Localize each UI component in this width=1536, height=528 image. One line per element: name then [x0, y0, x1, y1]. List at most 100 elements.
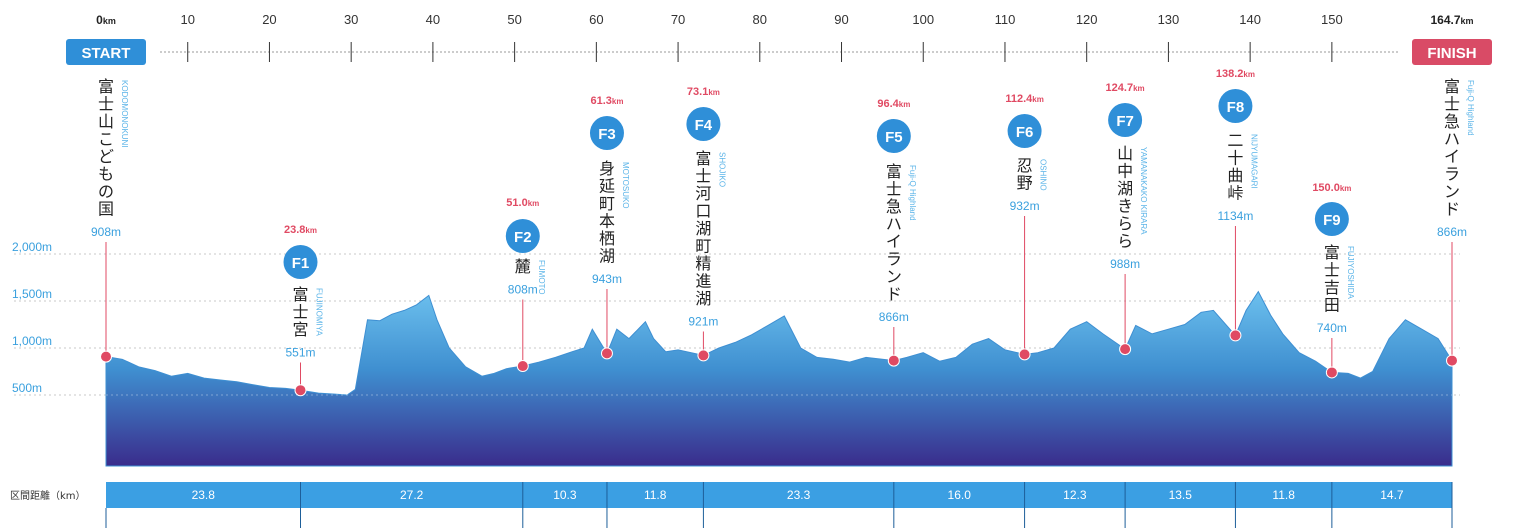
segment-distance-label: 14.7	[1380, 488, 1404, 502]
waypoint-altitude-label: 943m	[592, 272, 622, 286]
waypoint-badge-label: F9	[1323, 212, 1341, 229]
waypoint-name-char: 湖	[695, 219, 711, 238]
waypoint-name-char: 山	[1117, 144, 1133, 163]
waypoint-name-char: 十	[1227, 149, 1243, 168]
waypoint-name-char: 峠	[1227, 184, 1243, 203]
segment-bar-title: 区間距離（km）	[10, 489, 86, 502]
waypoint-romaji: Fuji-Q Highland	[908, 165, 917, 221]
waypoint-marker	[1018, 348, 1031, 361]
waypoint-name-char: 身	[599, 159, 615, 178]
waypoint-name-char: 麓	[515, 257, 531, 276]
waypoint-marker	[600, 347, 613, 360]
waypoint-romaji: KODOMONOKUNI	[120, 80, 129, 148]
waypoint-name-char: 栖	[599, 229, 615, 248]
waypoint-altitude-label: 551m	[285, 346, 315, 360]
waypoint-romaji: FUMOTO	[537, 260, 546, 295]
waypoint-name-char: 富	[98, 77, 114, 96]
waypoint-badge-label: F1	[292, 255, 310, 272]
waypoint-marker	[1119, 343, 1132, 356]
segment-distance-label: 11.8	[1272, 488, 1295, 502]
x-tick-label: 30	[344, 12, 358, 27]
waypoint-altitude-label: 740m	[1317, 321, 1347, 335]
waypoint-name-char: 町	[599, 194, 615, 213]
waypoint-name-char: 士	[1444, 95, 1460, 114]
waypoint-name-char: ド	[1444, 200, 1460, 219]
waypoint-altitude-label: 932m	[1010, 199, 1040, 213]
waypoint-name-char: 湖	[695, 289, 711, 308]
segment-distance-label: 10.3	[553, 488, 577, 502]
waypoint-name-char: 士	[292, 303, 308, 322]
waypoint-badge	[876, 119, 911, 153]
x-tick-label: 80	[753, 12, 767, 27]
waypoint-name-char: も	[98, 165, 114, 184]
x-tick-label: 60	[589, 12, 603, 27]
x-tick-label: 70	[671, 12, 685, 27]
waypoint-name-char: 士	[695, 167, 711, 186]
segment-distance-label: 27.2	[400, 488, 424, 502]
waypoint-name-char: 急	[1444, 112, 1460, 131]
waypoint-altitude-label: 921m	[688, 315, 718, 329]
waypoint-km-label: 51.0km	[506, 197, 539, 209]
waypoint-romaji: YAMANAKAKO KIRARA	[1139, 147, 1148, 235]
waypoint-altitude-label: 908m	[91, 225, 121, 239]
waypoint-marker	[887, 354, 900, 367]
waypoint-badge-label: F3	[598, 126, 616, 143]
waypoint-name-char: 富	[886, 162, 902, 181]
waypoint-km-label: 96.4km	[877, 98, 910, 110]
x-tick-label: 10	[180, 12, 194, 27]
waypoint-name-char: イ	[886, 232, 902, 251]
waypoint-name-char: 士	[886, 180, 902, 199]
waypoint-name-char: ハ	[1444, 130, 1460, 149]
waypoint-name-char: 湖	[1117, 179, 1133, 198]
waypoint-badge	[1007, 114, 1042, 148]
waypoint-name-char: 延	[599, 177, 615, 196]
waypoint-name-char: ド	[886, 285, 902, 304]
waypoint-romaji: FUJIYOSHIDA	[1346, 246, 1355, 300]
waypoint-name-char: 二	[1227, 131, 1243, 150]
y-tick-label: 1,000m	[12, 334, 52, 348]
waypoint-name-char: 口	[695, 202, 711, 221]
waypoint-name-char: 中	[1117, 162, 1133, 181]
waypoint-name-char: 田	[1324, 296, 1340, 315]
x-tick-label: 110	[995, 12, 1016, 27]
waypoint-badge	[589, 116, 624, 150]
x-tick-label: 120	[1076, 12, 1098, 27]
waypoint-name-char: 富	[1444, 77, 1460, 96]
waypoint-marker	[100, 350, 112, 363]
waypoint-badge	[283, 245, 318, 279]
waypoint-name-char: こ	[98, 130, 114, 149]
elevation-profile-area	[105, 290, 1453, 467]
x-tick-label: 90	[834, 12, 848, 27]
finish-label: FINISH	[1427, 45, 1476, 62]
waypoint-name-char: ら	[1117, 214, 1133, 233]
waypoint-badge-label: F7	[1116, 113, 1134, 130]
waypoint-name-char: ハ	[886, 215, 902, 234]
waypoint-name-char: 急	[886, 197, 902, 216]
waypoint-name-char: 士	[98, 95, 114, 114]
start-label: START	[82, 45, 131, 62]
waypoint-marker	[294, 384, 307, 397]
waypoint-name-char: 町	[695, 237, 711, 256]
waypoint-badge-label: F8	[1227, 99, 1245, 116]
x-tick-label: 50	[507, 12, 521, 27]
waypoint-romaji: OSHINO	[1039, 159, 1048, 191]
waypoint-badge-label: F2	[514, 229, 532, 246]
waypoint-badge	[1218, 89, 1253, 123]
waypoint-km-label: 150.0km	[1312, 182, 1351, 194]
segment-distance-label: 12.3	[1063, 488, 1087, 502]
waypoint-name-char: ど	[98, 147, 114, 166]
waypoint-marker	[1229, 329, 1242, 342]
waypoint-name-char: 士	[1324, 261, 1340, 280]
waypoint-name-char: 富	[1324, 243, 1340, 262]
waypoint-altitude-label: 1134m	[1218, 209, 1254, 223]
waypoint-name-char: 忍	[1017, 156, 1033, 175]
waypoint-romaji: Fuji-Q Highland	[1466, 80, 1475, 136]
waypoint-name-char: 山	[98, 112, 114, 131]
segment-distance-label: 23.8	[192, 488, 216, 502]
waypoint-altitude-label: 866m	[879, 310, 909, 324]
